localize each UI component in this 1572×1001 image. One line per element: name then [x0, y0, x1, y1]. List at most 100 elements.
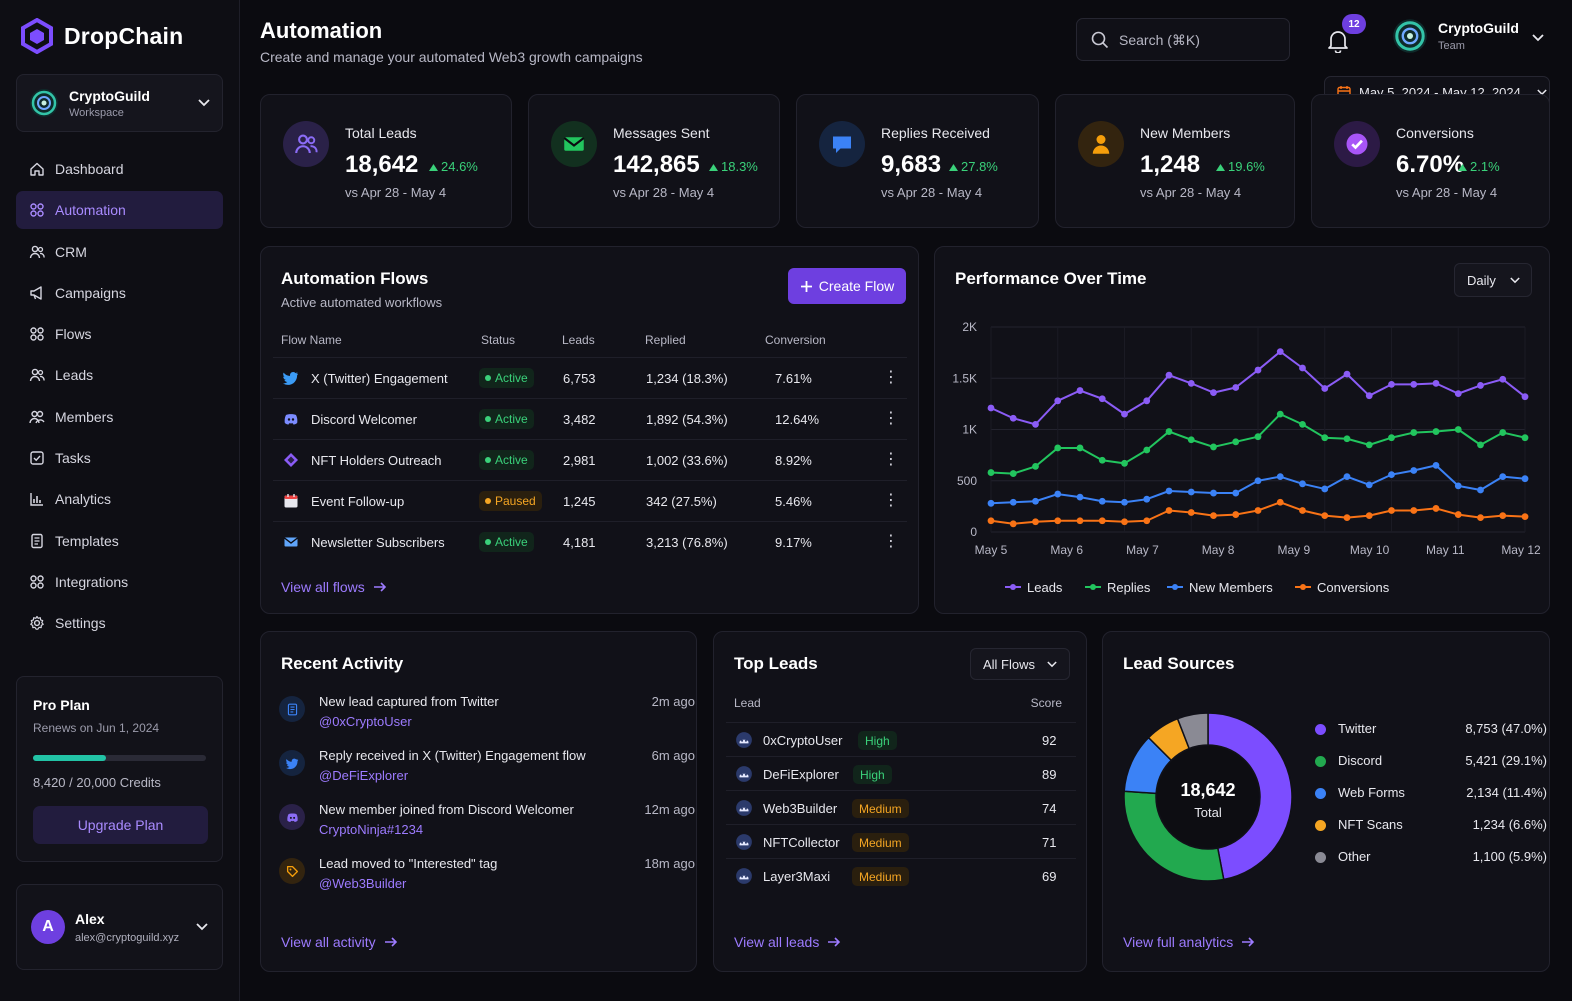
status-badge: Active [479, 409, 534, 429]
kpi-compare: vs Apr 28 - May 4 [345, 185, 447, 200]
table-row[interactable]: DeFiExplorer High 89 [726, 756, 1076, 790]
view-all-leads-link[interactable]: View all leads [734, 934, 841, 950]
col-header-lead: Lead [734, 696, 761, 710]
data-point [1143, 517, 1151, 525]
kpi-card-new-members[interactable]: New Members 1,248 19.6% vs Apr 28 - May … [1055, 94, 1295, 228]
table-row[interactable]: Web3Builder Medium 74 [726, 790, 1076, 824]
legend-name: Web Forms [1338, 785, 1405, 800]
sidebar-item-flows[interactable]: Flows [16, 315, 223, 353]
kpi-card-total-leads[interactable]: Total Leads 18,642 24.6% vs Apr 28 - May… [260, 94, 512, 228]
sidebar-item-tasks[interactable]: Tasks [16, 439, 223, 477]
chevron-down-icon [198, 99, 210, 107]
sidebar-item-analytics[interactable]: Analytics [16, 480, 223, 518]
document-icon [31, 533, 43, 548]
data-point [1410, 507, 1418, 514]
data-point [987, 499, 995, 507]
workspace-switcher[interactable]: CryptoGuild Workspace [16, 74, 223, 132]
flow-name: NFT Holders Outreach [311, 453, 442, 468]
activity-link[interactable]: @DeFiExplorer [319, 768, 409, 783]
donut-total-label: Total [1194, 805, 1222, 820]
sidebar-item-dashboard[interactable]: Dashboard [16, 150, 223, 188]
data-point [1076, 444, 1084, 452]
table-row[interactable]: 0xCryptoUser High 92 [726, 722, 1076, 756]
table-row[interactable]: Discord Welcomer Active 3,482 1,892 (54.… [273, 398, 907, 439]
search-box[interactable] [1076, 18, 1290, 61]
kpi-icon-badge [551, 121, 597, 167]
more-options-icon[interactable]: ⋮ [883, 492, 900, 509]
donut-slice-discord[interactable] [1123, 790, 1225, 882]
data-point [1432, 461, 1440, 469]
table-row[interactable]: X (Twitter) Engagement Active 6,753 1,23… [273, 357, 907, 398]
create-flow-button[interactable]: Create Flow [788, 268, 906, 304]
table-row[interactable]: Newsletter Subscribers Active 4,181 3,21… [273, 521, 907, 562]
kpi-card-replies-received[interactable]: Replies Received 9,683 27.8% vs Apr 28 -… [796, 94, 1039, 228]
kpi-delta: 18.3% [709, 159, 758, 174]
sidebar-item-campaigns[interactable]: Campaigns [16, 274, 223, 312]
team-switcher[interactable]: CryptoGuild Team [1392, 18, 1519, 54]
legend-dot [1315, 852, 1326, 863]
more-options-icon[interactable]: ⋮ [883, 369, 900, 386]
data-point [1521, 475, 1529, 483]
more-options-icon[interactable]: ⋮ [883, 410, 900, 427]
sidebar-item-leads[interactable]: Leads [16, 356, 223, 394]
chevron-down-icon[interactable] [1532, 34, 1544, 42]
period-select[interactable]: Daily [1454, 263, 1532, 297]
lead-name: NFTCollector [763, 835, 840, 850]
data-point [1321, 512, 1329, 519]
activity-link[interactable]: CryptoNinja#1234 [319, 822, 424, 837]
donut-slice-other[interactable] [1176, 712, 1209, 750]
more-options-icon[interactable]: ⋮ [883, 451, 900, 468]
list-item[interactable]: Reply received in X (Twitter) Engagement… [279, 748, 695, 800]
kpi-card-messages-sent[interactable]: Messages Sent 142,865 18.3% vs Apr 28 - … [528, 94, 780, 228]
table-row[interactable]: NFT Holders Outreach Active 2,981 1,002 … [273, 439, 907, 480]
table-row[interactable]: Event Follow-up Paused 1,245 342 (27.5%)… [273, 480, 907, 521]
data-point [987, 469, 995, 476]
sidebar-item-label: Tasks [55, 450, 91, 467]
kpi-card-conversions[interactable]: Conversions 6.70% 2.1% vs Apr 28 - May 4 [1311, 94, 1550, 228]
data-point [1143, 446, 1151, 454]
more-options-icon[interactable]: ⋮ [883, 533, 900, 550]
list-item[interactable]: New lead captured from Twitter @0xCrypto… [279, 694, 695, 746]
sidebar-item-templates[interactable]: Templates [16, 522, 223, 560]
sidebar-item-settings[interactable]: Settings [16, 604, 223, 642]
activity-link[interactable]: @0xCryptoUser [319, 714, 412, 729]
view-full-analytics-link[interactable]: View full analytics [1123, 934, 1255, 950]
list-item[interactable]: Lead moved to "Interested" tag @Web3Buil… [279, 856, 695, 908]
data-point [1187, 436, 1195, 444]
flow-replied: 1,234 (18.3%) [646, 371, 728, 386]
upgrade-plan-button[interactable]: Upgrade Plan [33, 806, 208, 844]
sidebar-item-crm[interactable]: CRM [16, 233, 223, 271]
status-text: Active [495, 412, 528, 426]
plan-credits: 8,420 / 20,000 Credits [33, 775, 161, 790]
x-tick-label: May 8 [1202, 543, 1235, 557]
donut-slice-twitter[interactable] [1207, 712, 1293, 881]
recent-activity-panel: Recent Activity New lead captured from T… [260, 631, 697, 972]
kpi-delta-value: 19.6% [1228, 159, 1265, 174]
status-badge: Paused [479, 491, 542, 511]
sidebar-item-integrations[interactable]: Integrations [16, 563, 223, 601]
performance-title: Performance Over Time [955, 269, 1147, 288]
top-leads-title: Top Leads [734, 654, 818, 673]
kpi-compare: vs Apr 28 - May 4 [1140, 185, 1242, 200]
activity-link[interactable]: @Web3Builder [319, 876, 407, 891]
notifications-button[interactable] [1318, 22, 1358, 60]
legend-value: 1,234 (6.6%) [1472, 817, 1547, 832]
legend-value: 5,421 (29.1%) [1465, 753, 1547, 768]
data-point [1098, 456, 1106, 464]
user-menu[interactable]: A Alex alex@cryptoguild.xyz [16, 884, 223, 970]
search-input[interactable] [1119, 31, 1269, 48]
view-all-activity-link[interactable]: View all activity [281, 934, 398, 950]
status-badge: Active [479, 450, 534, 470]
sidebar-item-members[interactable]: Members [16, 398, 223, 436]
logo[interactable]: DropChain [20, 18, 183, 54]
list-item[interactable]: New member joined from Discord Welcomer … [279, 802, 695, 854]
leads-filter-select[interactable]: All Flows [970, 648, 1070, 680]
view-all-flows-link[interactable]: View all flows [281, 579, 387, 595]
sidebar-item-automation[interactable]: Automation [16, 191, 223, 230]
lead-score: 71 [1042, 835, 1057, 850]
table-row[interactable]: NFTCollector Medium 71 [726, 824, 1076, 858]
data-point [1232, 384, 1240, 391]
lead-score: 92 [1042, 733, 1057, 748]
table-row[interactable]: Layer3Maxi Medium 69 [726, 858, 1076, 892]
create-flow-label: Create Flow [818, 278, 895, 294]
